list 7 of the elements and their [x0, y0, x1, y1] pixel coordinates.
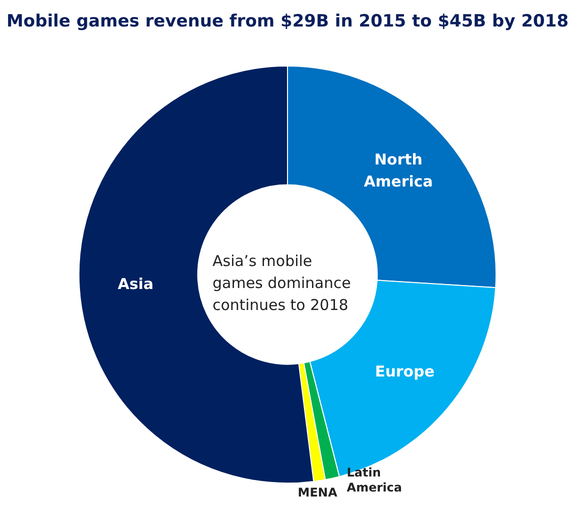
- slice-label: North America: [364, 150, 433, 190]
- slice-label: Europe: [374, 362, 435, 381]
- slice-label: Latin America: [346, 466, 402, 495]
- slice-label: MENA: [298, 486, 338, 500]
- text: Asia’s mobile games dominance continues to 2018: [212, 252, 356, 314]
- slice-label: Asia: [118, 275, 154, 294]
- chart-title: Mobile games revenue from $29B in 2015 to $45B by 2018: [6, 12, 569, 32]
